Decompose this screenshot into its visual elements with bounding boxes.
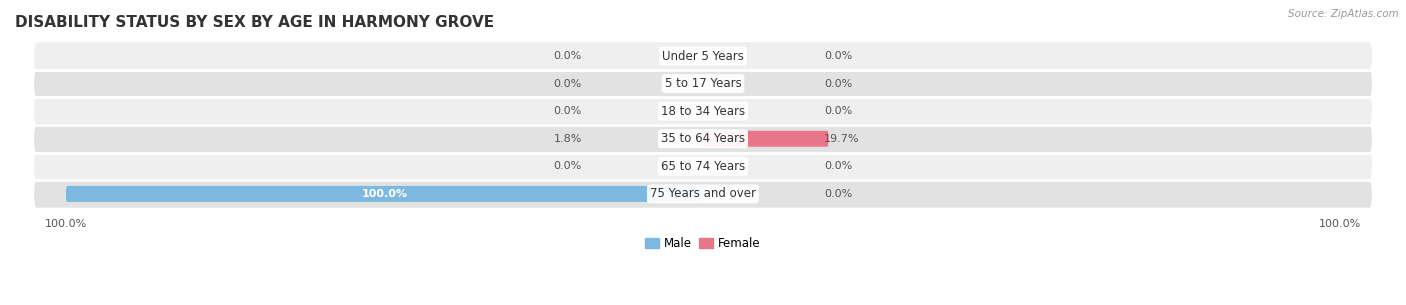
Text: 0.0%: 0.0%	[824, 161, 852, 171]
Text: 75 Years and over: 75 Years and over	[650, 187, 756, 200]
Text: 65 to 74 Years: 65 to 74 Years	[661, 160, 745, 173]
Text: Under 5 Years: Under 5 Years	[662, 49, 744, 63]
FancyBboxPatch shape	[692, 131, 703, 147]
FancyBboxPatch shape	[34, 70, 1372, 97]
Text: 18 to 34 Years: 18 to 34 Years	[661, 105, 745, 118]
Text: 100.0%: 100.0%	[361, 189, 408, 199]
Text: 0.0%: 0.0%	[554, 161, 582, 171]
Text: 0.0%: 0.0%	[554, 51, 582, 61]
FancyBboxPatch shape	[34, 42, 1372, 70]
Text: DISABILITY STATUS BY SEX BY AGE IN HARMONY GROVE: DISABILITY STATUS BY SEX BY AGE IN HARMO…	[15, 15, 494, 30]
Text: 35 to 64 Years: 35 to 64 Years	[661, 132, 745, 145]
Text: 0.0%: 0.0%	[824, 79, 852, 89]
Text: 19.7%: 19.7%	[824, 134, 859, 144]
FancyBboxPatch shape	[34, 152, 1372, 180]
Text: 0.0%: 0.0%	[554, 79, 582, 89]
Text: 0.0%: 0.0%	[824, 106, 852, 116]
FancyBboxPatch shape	[34, 180, 1372, 208]
FancyBboxPatch shape	[34, 125, 1372, 152]
Text: 1.8%: 1.8%	[554, 134, 582, 144]
Text: 5 to 17 Years: 5 to 17 Years	[665, 77, 741, 90]
Text: 0.0%: 0.0%	[554, 106, 582, 116]
Text: 0.0%: 0.0%	[824, 189, 852, 199]
Legend: Male, Female: Male, Female	[641, 232, 765, 255]
FancyBboxPatch shape	[703, 131, 828, 147]
Text: 0.0%: 0.0%	[824, 51, 852, 61]
FancyBboxPatch shape	[34, 97, 1372, 125]
FancyBboxPatch shape	[66, 186, 703, 202]
Text: Source: ZipAtlas.com: Source: ZipAtlas.com	[1288, 9, 1399, 19]
